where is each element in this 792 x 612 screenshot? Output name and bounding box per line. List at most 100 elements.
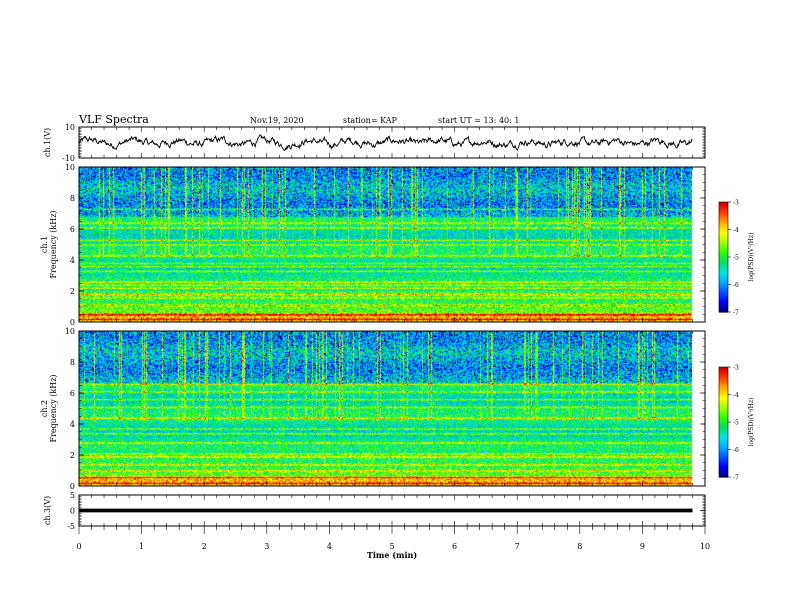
ch2-spectrogram-panel: 0 2 4 6 8 10 ch.2 Frequency (kHz) <box>40 327 706 491</box>
y-axis-label: ch.2 <box>40 400 49 417</box>
colorbar-swatch <box>719 471 728 474</box>
colorbar-swatch <box>719 475 728 478</box>
colorbar-swatch <box>719 442 728 445</box>
colorbar-swatch <box>719 401 728 405</box>
x-tick-label: 6 <box>452 542 457 551</box>
colorbar-swatch <box>719 238 728 242</box>
y-axis-label: ch.1(V) <box>43 128 52 157</box>
x-axis-label: Time (min) <box>367 550 417 560</box>
colorbar-swatch <box>719 427 728 430</box>
colorbar-swatch <box>719 445 728 449</box>
colorbar-tick-label: -6 <box>733 282 739 289</box>
colorbar-swatch <box>719 411 728 414</box>
colorbar-swatch <box>719 269 728 273</box>
colorbar-swatch <box>719 310 728 313</box>
colorbar-swatch <box>719 202 728 205</box>
colorbar-swatch <box>719 260 728 264</box>
colorbar-swatch <box>719 279 728 282</box>
colorbar-swatch <box>719 203 728 207</box>
colorbar-swatch <box>719 277 728 280</box>
y-tick-label: 4 <box>70 420 75 429</box>
x-tick-label: 4 <box>327 542 332 551</box>
colorbar-tick-label: -3 <box>733 200 739 207</box>
y-tick-label: 8 <box>70 194 75 203</box>
x-tick-label: 7 <box>515 542 520 551</box>
colorbar-swatch <box>719 308 728 311</box>
colorbar-swatch <box>719 418 728 421</box>
colorbar-swatch <box>719 227 728 231</box>
colorbar-swatch <box>719 231 728 234</box>
colorbar-swatch <box>719 275 728 278</box>
colorbar-swatch <box>719 451 728 454</box>
colorbar-swatch <box>719 429 728 432</box>
colorbar-swatch <box>719 247 728 251</box>
colorbar-swatch <box>719 412 728 416</box>
y-tick-label: 0 <box>70 482 75 491</box>
colorbar-swatch <box>719 390 728 394</box>
colorbar-swatch <box>719 398 728 401</box>
colorbar-swatch <box>719 392 728 396</box>
y-tick-label: 10 <box>65 327 75 336</box>
colorbar-swatch <box>719 422 728 425</box>
x-tick-label: 5 <box>389 542 394 551</box>
colorbar-swatch <box>719 374 728 377</box>
y-tick-label: 0 <box>70 318 75 327</box>
y-tick-label: 5 <box>70 491 75 500</box>
colorbar-swatch <box>719 387 728 390</box>
ch2-colorbar: -3 -4 -5 -6 -7 log(PSD)(V²/Hz) <box>718 365 755 482</box>
colorbar-swatch <box>719 282 728 286</box>
y-tick-label: 6 <box>70 225 75 234</box>
colorbar-swatch <box>719 436 728 440</box>
colorbar-swatch <box>719 376 728 379</box>
colorbar-swatch <box>719 449 728 452</box>
colorbar-swatch <box>719 423 728 427</box>
colorbar-swatch <box>719 431 728 434</box>
colorbar-swatch <box>719 244 728 247</box>
colorbar-swatch <box>719 271 728 275</box>
colorbar-swatch <box>719 236 728 240</box>
ch3-waveform-panel: 5 0 -5 ch.3(V) 0 1 2 3 4 5 6 7 8 9 10 Time (min) <box>43 491 710 560</box>
colorbar-swatch <box>719 240 728 243</box>
colorbar-swatch <box>719 299 728 302</box>
colorbar-swatch <box>719 385 728 388</box>
x-tick-label: 8 <box>577 542 582 551</box>
y-axis-label: ch.3(V) <box>43 496 52 525</box>
colorbar-swatch <box>719 293 728 297</box>
colorbar-swatch <box>719 438 728 441</box>
colorbar-swatch <box>719 467 728 471</box>
x-tick-label: 0 <box>76 542 81 551</box>
ch1-spectrogram-panel: 0 2 4 6 8 10 ch.1 Frequency (kHz) <box>40 163 706 327</box>
ch1-colorbar: -3 -4 -5 -6 -7 log(PSD)(V²/Hz) <box>718 200 755 317</box>
colorbar-swatch <box>719 216 728 220</box>
colorbar-swatch <box>719 280 728 284</box>
colorbar-swatch <box>719 383 728 386</box>
colorbar-swatch <box>719 389 728 392</box>
date-label: Nov.19, 2020 <box>250 116 304 125</box>
colorbar-swatch <box>719 414 728 418</box>
colorbar-swatch <box>719 460 728 463</box>
ch1-waveform-line <box>78 134 693 152</box>
colorbar-swatch <box>719 266 728 269</box>
colorbar-swatch <box>719 297 728 300</box>
colorbar-swatch <box>719 253 728 256</box>
colorbar-swatch <box>719 367 728 370</box>
colorbar-swatch <box>719 262 728 265</box>
ch1-waveform-panel: 10 -10 ch.1(V) <box>43 123 706 163</box>
colorbar-swatch <box>719 304 728 308</box>
colorbar-swatch <box>719 251 728 254</box>
x-tick-label: 2 <box>202 542 207 551</box>
colorbar-swatch <box>719 444 728 447</box>
colorbar-tick-label: -4 <box>733 227 739 234</box>
colorbar-swatch <box>719 453 728 456</box>
colorbar-swatch <box>719 447 728 451</box>
colorbar-swatch <box>719 224 728 227</box>
colorbar-tick-label: -3 <box>733 365 739 372</box>
colorbar-swatch <box>719 255 728 258</box>
colorbar-swatch <box>719 403 728 407</box>
colorbar-swatch <box>719 440 728 443</box>
colorbar-swatch <box>719 466 728 469</box>
station-label: station= KAP <box>343 116 398 125</box>
colorbar-swatch <box>719 258 728 262</box>
colorbar-swatch <box>719 207 728 210</box>
colorbar-swatch <box>719 235 728 238</box>
